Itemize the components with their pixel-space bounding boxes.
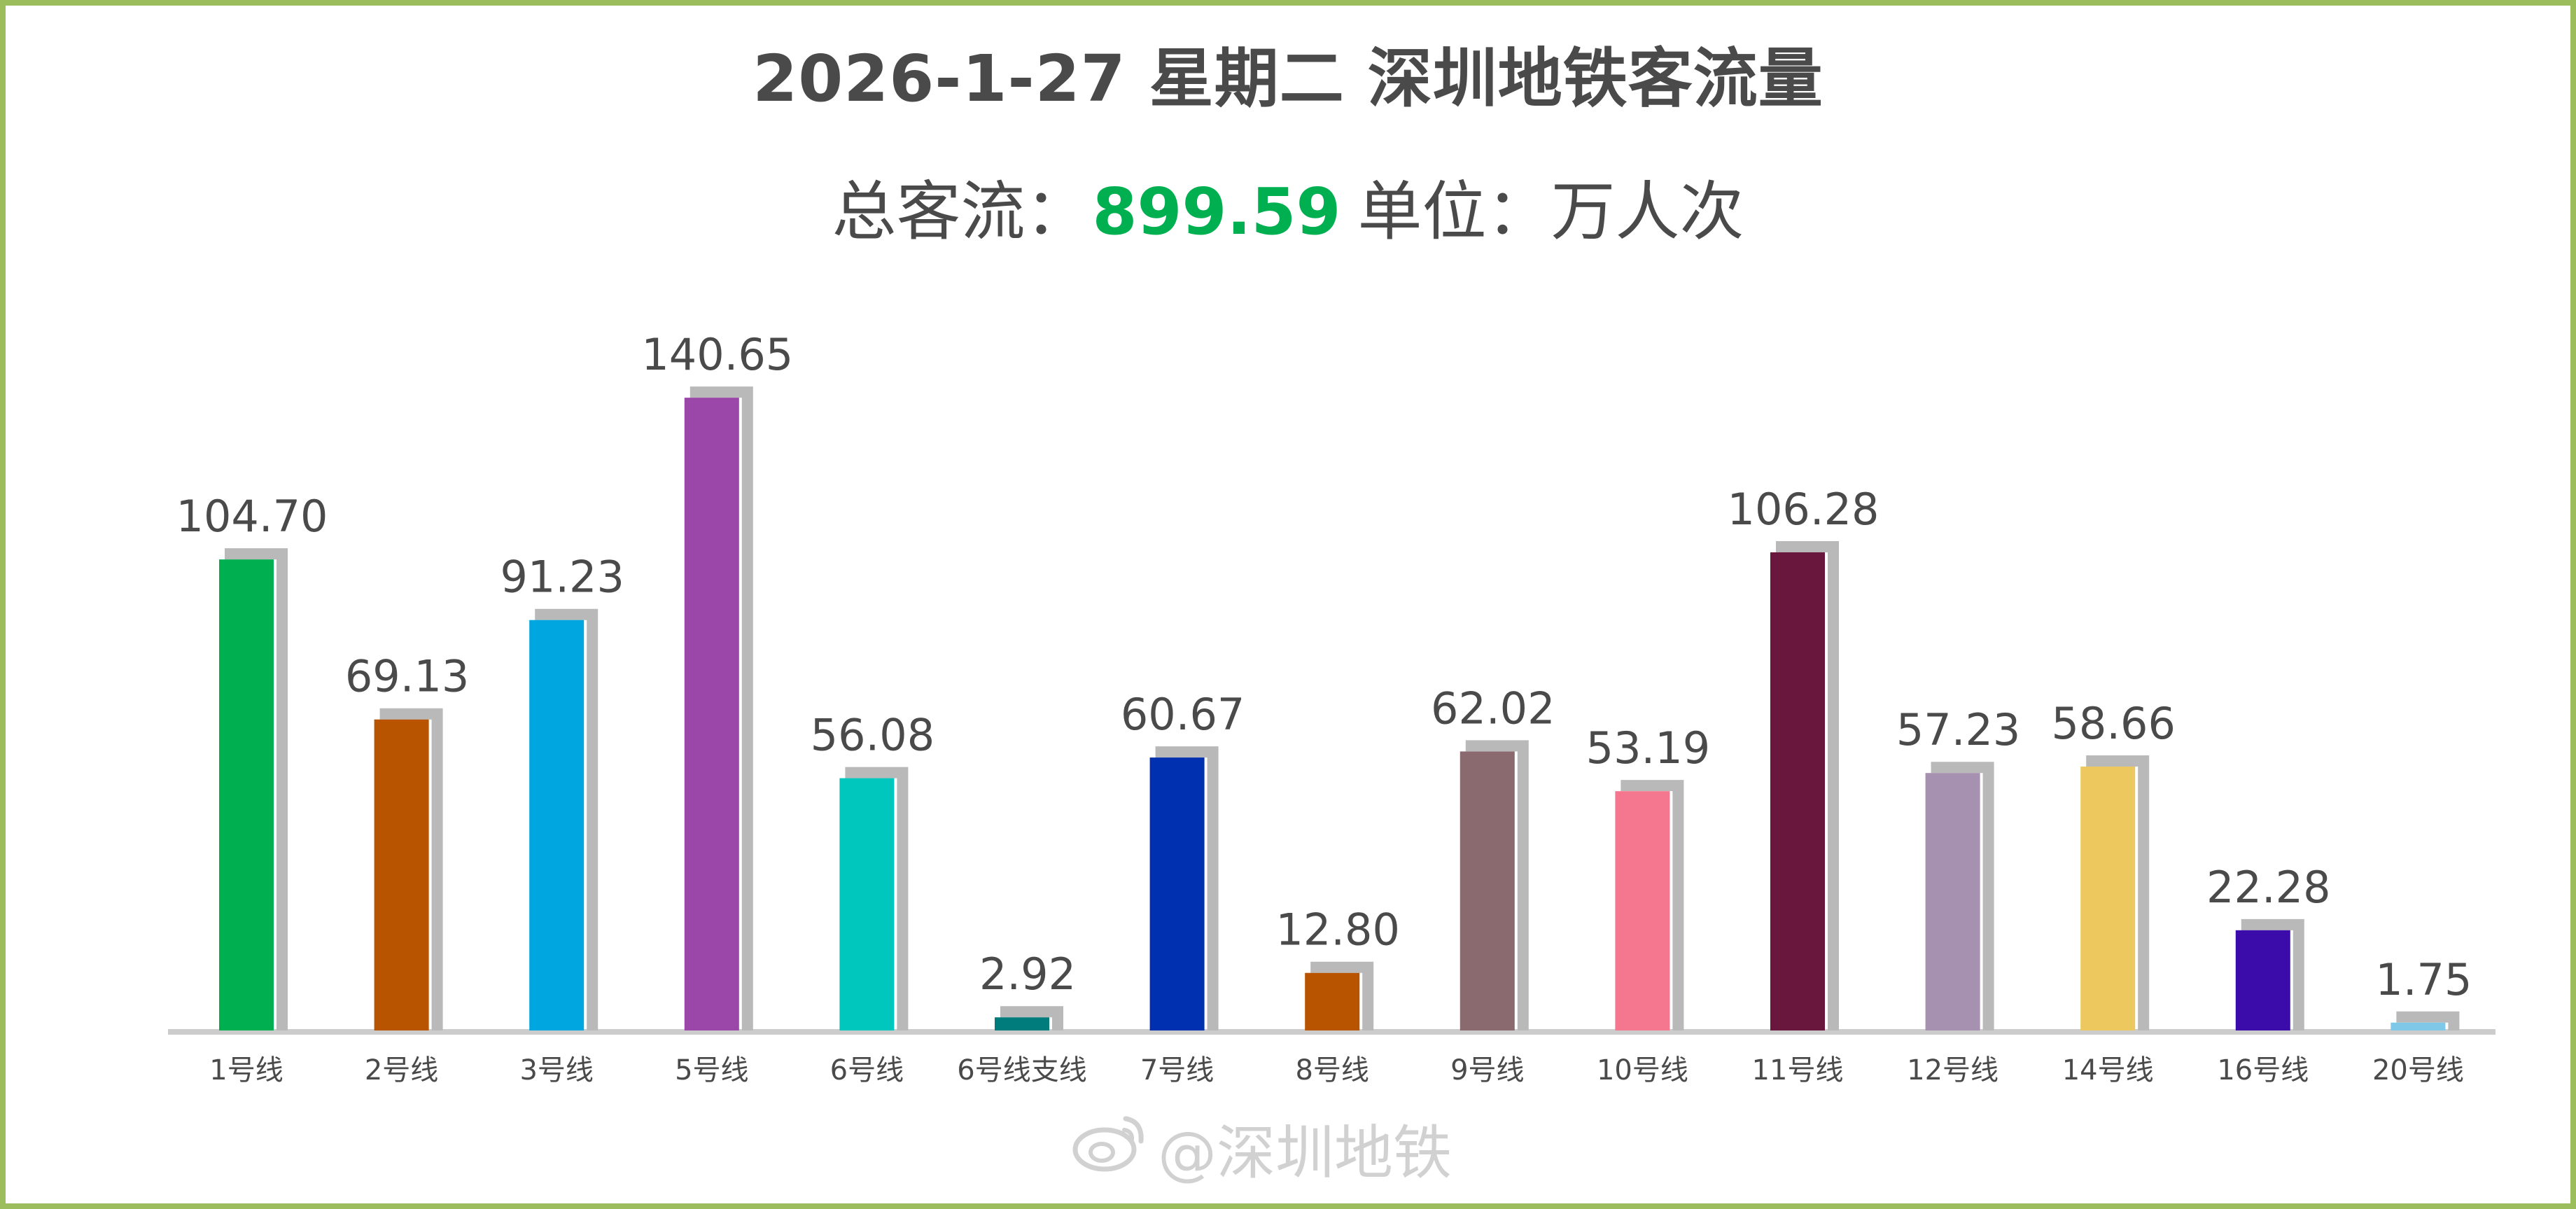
x-tick-label: 6号线支线 [957,1054,1086,1086]
bar-shadow [1776,540,1839,1030]
x-tick-label: 14号线 [2062,1054,2154,1086]
bar-20号线 [2390,1022,2446,1030]
x-tick-label: 11号线 [1752,1054,1844,1086]
data-label: 106.28 [1728,484,1879,535]
bar-shadow [379,708,443,1030]
data-label: 2.92 [979,949,1076,1000]
bar-3号线 [529,620,584,1030]
x-tick-label: 10号线 [1597,1054,1688,1086]
data-label: 1.75 [2375,954,2472,1005]
data-label: 58.66 [2051,698,2176,749]
bar-6号线支线 [995,1017,1049,1030]
data-label: 12.80 [1275,904,1400,956]
x-tick-label: 3号线 [519,1054,593,1086]
x-tick-label: 9号线 [1450,1054,1524,1086]
x-tick-label: 20号线 [2372,1054,2464,1086]
watermark: @深圳地铁 [1071,1106,1452,1191]
bar-shadow [2396,1011,2460,1030]
data-label: 60.67 [1121,689,1245,740]
data-label: 56.08 [811,710,935,761]
bar-11号线 [1770,552,1825,1030]
watermark-text: @深圳地铁 [1158,1119,1452,1187]
total-label: 总客流： [832,174,1090,249]
x-tick-label: 7号线 [1140,1054,1214,1086]
data-label: 91.23 [500,552,624,603]
chart-subtitle: 总客流：899.59 单位：万人次 [0,160,2576,253]
data-label: 62.02 [1431,683,1555,734]
bar-2号线 [374,719,429,1030]
bar-16号线 [2235,930,2290,1030]
x-tick-label: 12号线 [1907,1054,1998,1086]
bar-6号线 [839,778,895,1030]
x-tick-label: 6号线 [830,1054,904,1086]
bar-shadow [690,386,753,1030]
bar-7号线 [1149,757,1205,1030]
bar-shadow [1465,740,1529,1030]
bar-shadow [2241,918,2304,1030]
x-tick-label: 16号线 [2217,1054,2309,1086]
x-tick-label: 5号线 [675,1054,748,1086]
bar-8号线 [1305,972,1360,1030]
bar-5号线 [684,398,739,1030]
bar-14号线 [2080,767,2136,1030]
data-label: 140.65 [641,329,793,380]
x-tick-label: 8号线 [1295,1054,1368,1086]
weibo-icon [1071,1113,1148,1187]
bar-shadow [535,608,598,1030]
bar-10号线 [1615,791,1670,1030]
bar-shadow [1000,1006,1063,1030]
x-tick-label: 1号线 [209,1054,283,1086]
bar-shadow [1620,780,1684,1030]
data-label: 69.13 [345,651,470,702]
unit-text: 单位：万人次 [1357,174,1744,249]
bar-shadow [1931,762,1994,1030]
total-value: 899.59 [1092,174,1341,249]
x-tick-label: 2号线 [365,1054,438,1086]
bar-shadow [225,548,288,1030]
chart-title: 2026-1-27 星期二 深圳地铁客流量 [752,41,1823,116]
bar-shadow [1310,961,1374,1030]
data-label: 53.19 [1586,722,1711,774]
bar-9号线 [1460,751,1515,1030]
data-label: 104.70 [176,491,328,542]
data-label: 57.23 [1896,704,2021,755]
data-label: 22.28 [2206,862,2331,913]
bar-shadow [845,767,909,1030]
bar-shadow [2086,755,2150,1030]
bar-1号线 [219,559,274,1030]
bar-shadow [1155,746,1219,1030]
bar-12号线 [1925,773,1980,1030]
